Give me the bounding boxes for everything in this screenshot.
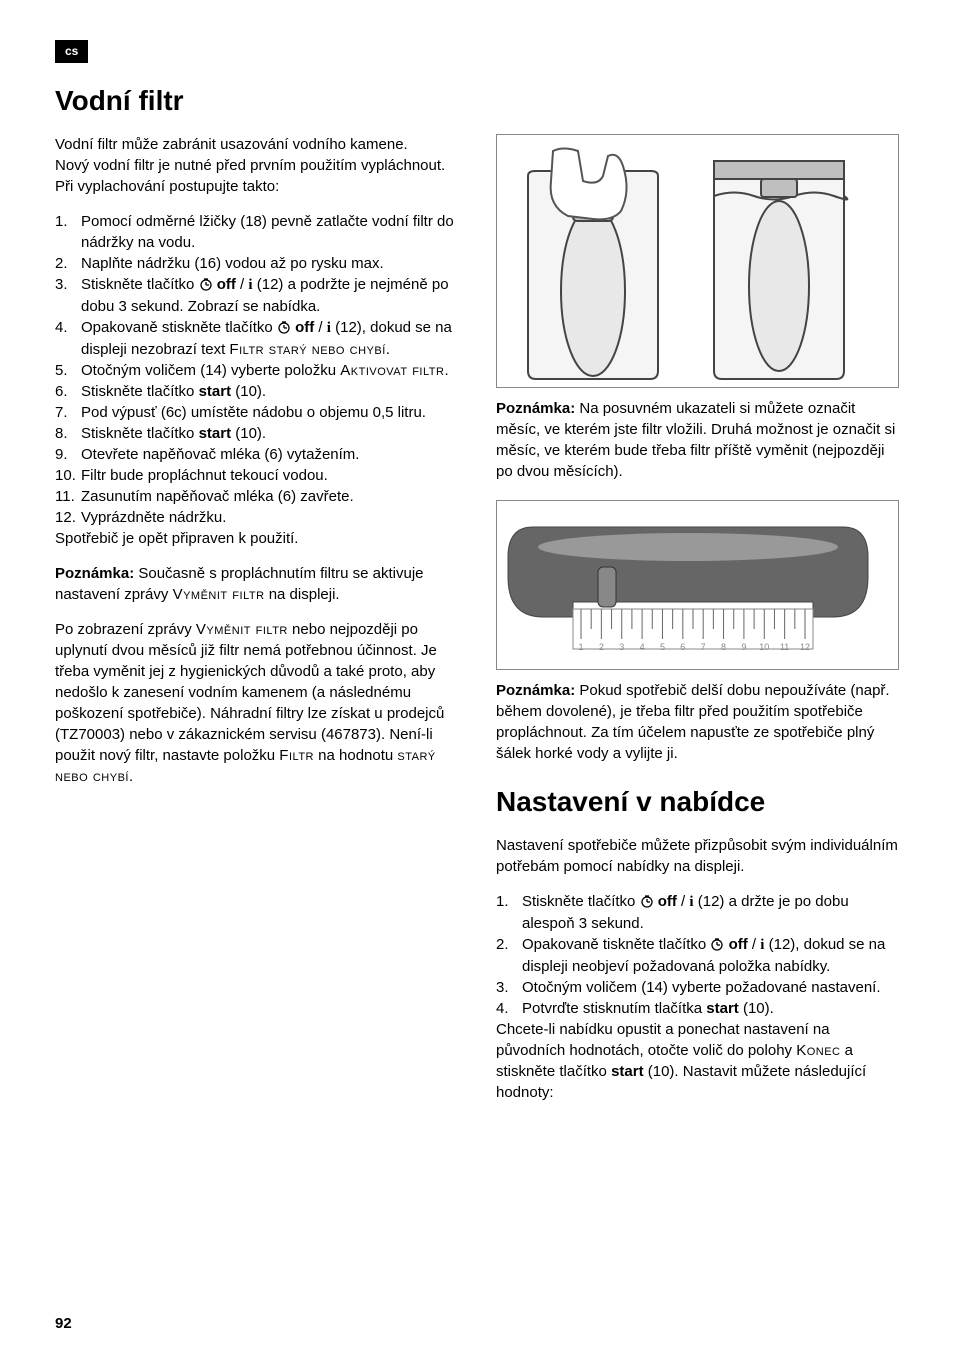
content-columns: Vodní filtr může zabránit usazování vodn… xyxy=(55,134,899,1103)
list-item: Opakovaně tiskněte tlačítko off / i (12)… xyxy=(496,934,899,977)
after-steps: Spotřebič je opět připraven k použití. xyxy=(55,528,458,549)
filter-in-tank-drawing xyxy=(689,141,869,381)
clock-icon xyxy=(710,937,724,951)
list-item: Pod výpusť (6c) umístěte nádobu o objemu… xyxy=(55,402,458,423)
svg-text:9: 9 xyxy=(741,642,746,652)
list-item: Filtr bude propláchnut tekoucí vodou. xyxy=(55,465,458,486)
list-item: Pomocí odměrné lžičky (18) pevně zatlačt… xyxy=(55,211,458,253)
note-3: Poznámka: Pokud spotřebič delší dobu nep… xyxy=(496,680,899,764)
procedure-list-1: Pomocí odměrné lžičky (18) pevně zatlačt… xyxy=(55,211,458,528)
settings-intro: Nastavení spotřebiče můžete přizpůsobit … xyxy=(496,835,899,877)
section-heading-settings: Nastavení v nabídce xyxy=(496,782,899,821)
svg-text:3: 3 xyxy=(619,642,624,652)
list-item: Stiskněte tlačítko start (10). xyxy=(55,381,458,402)
list-item: Potvrďte stisknutím tlačítka start (10). xyxy=(496,998,899,1019)
note-2: Poznámka: Na posuvném ukazateli si můžet… xyxy=(496,398,899,482)
clock-icon xyxy=(199,277,213,291)
svg-text:10: 10 xyxy=(759,642,769,652)
list-item: Stiskněte tlačítko off / i (12) a podržt… xyxy=(55,274,458,317)
list-item: Naplňte nádržku (16) vodou až po rysku m… xyxy=(55,253,458,274)
filter-replace-para: Po zobrazení zprávy Vyměnit filtr nebo n… xyxy=(55,619,458,787)
svg-text:4: 4 xyxy=(640,642,645,652)
list-item: Otevřete napěňovač mléka (6) vytažením. xyxy=(55,444,458,465)
svg-text:11: 11 xyxy=(780,642,789,652)
svg-text:7: 7 xyxy=(701,642,706,652)
note-1: Poznámka: Současně s propláchnutím filtr… xyxy=(55,563,458,605)
svg-text:12: 12 xyxy=(800,642,810,652)
page-title: Vodní filtr xyxy=(55,81,899,120)
list-item: Otočným voličem (14) vyberte položku Akt… xyxy=(55,360,458,381)
clock-icon xyxy=(277,320,291,334)
procedure-list-2: Stiskněte tlačítko off / i (12) a držte … xyxy=(496,891,899,1019)
list-item: Stiskněte tlačítko start (10). xyxy=(55,423,458,444)
language-tag: cs xyxy=(55,40,88,63)
right-column: Poznámka: Na posuvném ukazateli si můžet… xyxy=(496,134,899,1103)
page-number: 92 xyxy=(55,1313,72,1334)
svg-text:6: 6 xyxy=(680,642,685,652)
filter-press-drawing xyxy=(503,141,683,381)
month-slider-drawing: 123456789101112 xyxy=(503,507,873,657)
svg-text:8: 8 xyxy=(721,642,726,652)
svg-text:5: 5 xyxy=(660,642,665,652)
clock-icon xyxy=(640,894,654,908)
intro-para-2: Nový vodní filtr je nutné před prvním po… xyxy=(55,155,458,197)
intro-para-1: Vodní filtr může zabránit usazování vodn… xyxy=(55,134,458,155)
list-item: Stiskněte tlačítko off / i (12) a držte … xyxy=(496,891,899,934)
list-item: Vyprázdněte nádržku. xyxy=(55,507,458,528)
svg-text:1: 1 xyxy=(578,642,583,652)
list-item: Zasunutím napěňovač mléka (6) zavřete. xyxy=(55,486,458,507)
settings-outro: Chcete-li nabídku opustit a ponechat nas… xyxy=(496,1019,899,1103)
left-column: Vodní filtr může zabránit usazování vodn… xyxy=(55,134,458,1103)
list-item: Opakovaně stiskněte tlačítko off / i (12… xyxy=(55,317,458,360)
filter-illustration xyxy=(496,134,899,388)
list-item: Otočným voličem (14) vyberte požadované … xyxy=(496,977,899,998)
slider-illustration: 123456789101112 xyxy=(496,500,899,670)
svg-text:2: 2 xyxy=(599,642,604,652)
